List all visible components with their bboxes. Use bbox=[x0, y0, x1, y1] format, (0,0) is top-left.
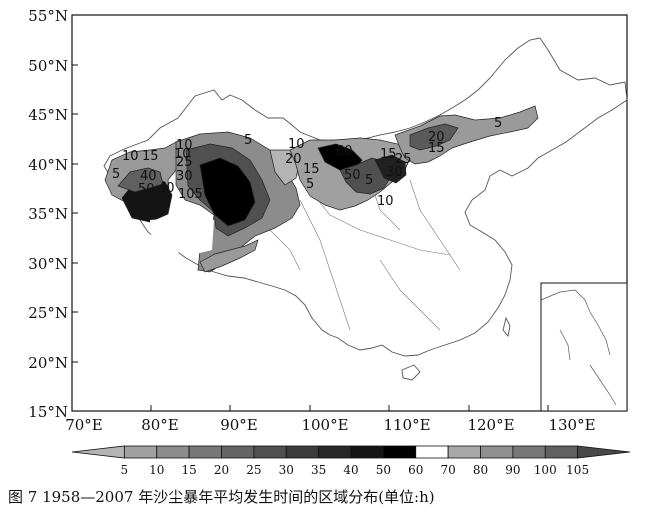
legend-labels: 5 10 15 20 25 30 35 40 50 60 70 80 90 100 105 bbox=[121, 463, 590, 477]
dust-storm-shading bbox=[104, 105, 539, 273]
contour-label: 20 bbox=[428, 130, 445, 145]
legend-label: 15 bbox=[181, 463, 196, 477]
lat-label: 30°N bbox=[28, 255, 68, 273]
contour-label: 25 bbox=[395, 152, 412, 167]
contour-label: 30 bbox=[386, 165, 403, 180]
lon-label: 130°E bbox=[548, 416, 595, 434]
contour-labels: 5 10 15 10 25 30 40 50 40 105 5 10 20 60… bbox=[112, 116, 502, 209]
no-data-mask bbox=[150, 218, 214, 254]
legend-cell bbox=[188, 445, 222, 459]
legend-label: 80 bbox=[473, 463, 488, 477]
contour-label: 5 bbox=[112, 167, 120, 182]
contour-label: 15 bbox=[142, 149, 159, 164]
legend-cell bbox=[221, 445, 255, 459]
lat-label: 45°N bbox=[28, 106, 68, 124]
legend-label: 10 bbox=[149, 463, 164, 477]
legend-cell bbox=[318, 445, 352, 459]
legend-label: 35 bbox=[311, 463, 326, 477]
shade-ordos bbox=[374, 154, 407, 184]
legend-cell bbox=[156, 445, 190, 459]
legend-cell bbox=[285, 445, 320, 459]
lon-label: 120°E bbox=[467, 416, 514, 434]
lat-label: 50°N bbox=[28, 57, 68, 75]
legend-cell bbox=[447, 445, 481, 459]
contour-label: 20 bbox=[285, 152, 302, 167]
contour-label: 50 bbox=[138, 182, 155, 197]
shade-bottom-strip bbox=[199, 239, 259, 273]
legend-label: 30 bbox=[279, 463, 294, 477]
legend-cell bbox=[480, 445, 514, 459]
contour-label: 10 bbox=[122, 149, 139, 164]
lon-label: 100°E bbox=[301, 416, 348, 434]
legend-cell bbox=[577, 445, 631, 459]
china-boundary bbox=[103, 37, 628, 357]
lat-label: 55°N bbox=[28, 7, 68, 25]
legend-label: 105 bbox=[566, 463, 589, 477]
shade-inner-mongolia bbox=[394, 105, 539, 165]
shade-central-core bbox=[199, 157, 256, 227]
legend-label: 25 bbox=[246, 463, 261, 477]
contour-label: 5 bbox=[365, 173, 373, 188]
contour-label: 15 bbox=[303, 162, 320, 177]
lon-label: 110°E bbox=[383, 416, 430, 434]
legend-cell bbox=[544, 445, 579, 459]
lon-label: 80°E bbox=[141, 416, 179, 434]
legend-cell bbox=[123, 445, 158, 459]
legend-cells bbox=[71, 445, 631, 459]
contour-label: 10 bbox=[377, 194, 394, 209]
lon-label: 90°E bbox=[220, 416, 258, 434]
lat-label: 35°N bbox=[28, 205, 68, 223]
legend-label: 90 bbox=[505, 463, 520, 477]
contour-label: 5 bbox=[306, 177, 314, 192]
contour-label: 15 bbox=[380, 147, 397, 162]
shade-inner-mongolia-mid bbox=[409, 123, 459, 151]
legend-label: 5 bbox=[121, 463, 129, 477]
legend-label: 100 bbox=[534, 463, 557, 477]
contour-label: 25 bbox=[176, 155, 193, 170]
contour-label: 5 bbox=[494, 116, 502, 131]
contour-label: 10 bbox=[288, 137, 305, 152]
legend-label: 20 bbox=[214, 463, 229, 477]
figure-caption: 图 7 1958—2007 年沙尘暴年平均发生时间的区域分布(单位:h) bbox=[8, 488, 435, 506]
legend-cell bbox=[382, 445, 417, 459]
south-china-sea-inset bbox=[540, 282, 628, 412]
contour-label: 10 bbox=[176, 138, 193, 153]
legend-label: 60 bbox=[408, 463, 423, 477]
longitude-axis: 70°E 80°E 90°E 100°E 110°E 120°E 130°E bbox=[65, 405, 596, 434]
contour-label: 60 bbox=[336, 144, 353, 159]
legend-cell bbox=[350, 445, 384, 459]
legend-cell bbox=[71, 445, 125, 459]
contour-label: 50 bbox=[344, 168, 361, 183]
lat-label: 25°N bbox=[28, 304, 68, 322]
lon-label: 70°E bbox=[65, 416, 103, 434]
contour-label: 40 bbox=[158, 181, 175, 196]
legend-cell bbox=[253, 445, 287, 459]
legend-cell bbox=[512, 445, 546, 459]
legend-label: 40 bbox=[343, 463, 358, 477]
contour-label: 105 bbox=[178, 187, 203, 202]
contour-label: 40 bbox=[140, 169, 157, 184]
contour-label: 30 bbox=[176, 169, 193, 184]
lat-label: 20°N bbox=[28, 354, 68, 372]
hainan-outline bbox=[401, 364, 421, 381]
contour-label: 5 bbox=[244, 133, 252, 148]
contour-label: 15 bbox=[428, 141, 445, 156]
lat-label: 15°N bbox=[28, 403, 68, 421]
latitude-axis: 55°N 50°N 45°N 40°N 35°N 30°N 25°N 20°N … bbox=[28, 7, 78, 421]
legend-cell bbox=[415, 445, 449, 459]
legend-label: 50 bbox=[376, 463, 391, 477]
inset-coastline bbox=[540, 289, 617, 406]
lat-label: 40°N bbox=[28, 156, 68, 174]
legend-label: 70 bbox=[440, 463, 455, 477]
contour-label: 10 bbox=[174, 147, 191, 162]
taiwan-outline bbox=[502, 316, 511, 338]
shade-west-mid bbox=[117, 167, 164, 193]
color-bar-legend: 5 10 15 20 25 30 35 40 50 60 70 80 90 100 105 bbox=[71, 445, 631, 477]
